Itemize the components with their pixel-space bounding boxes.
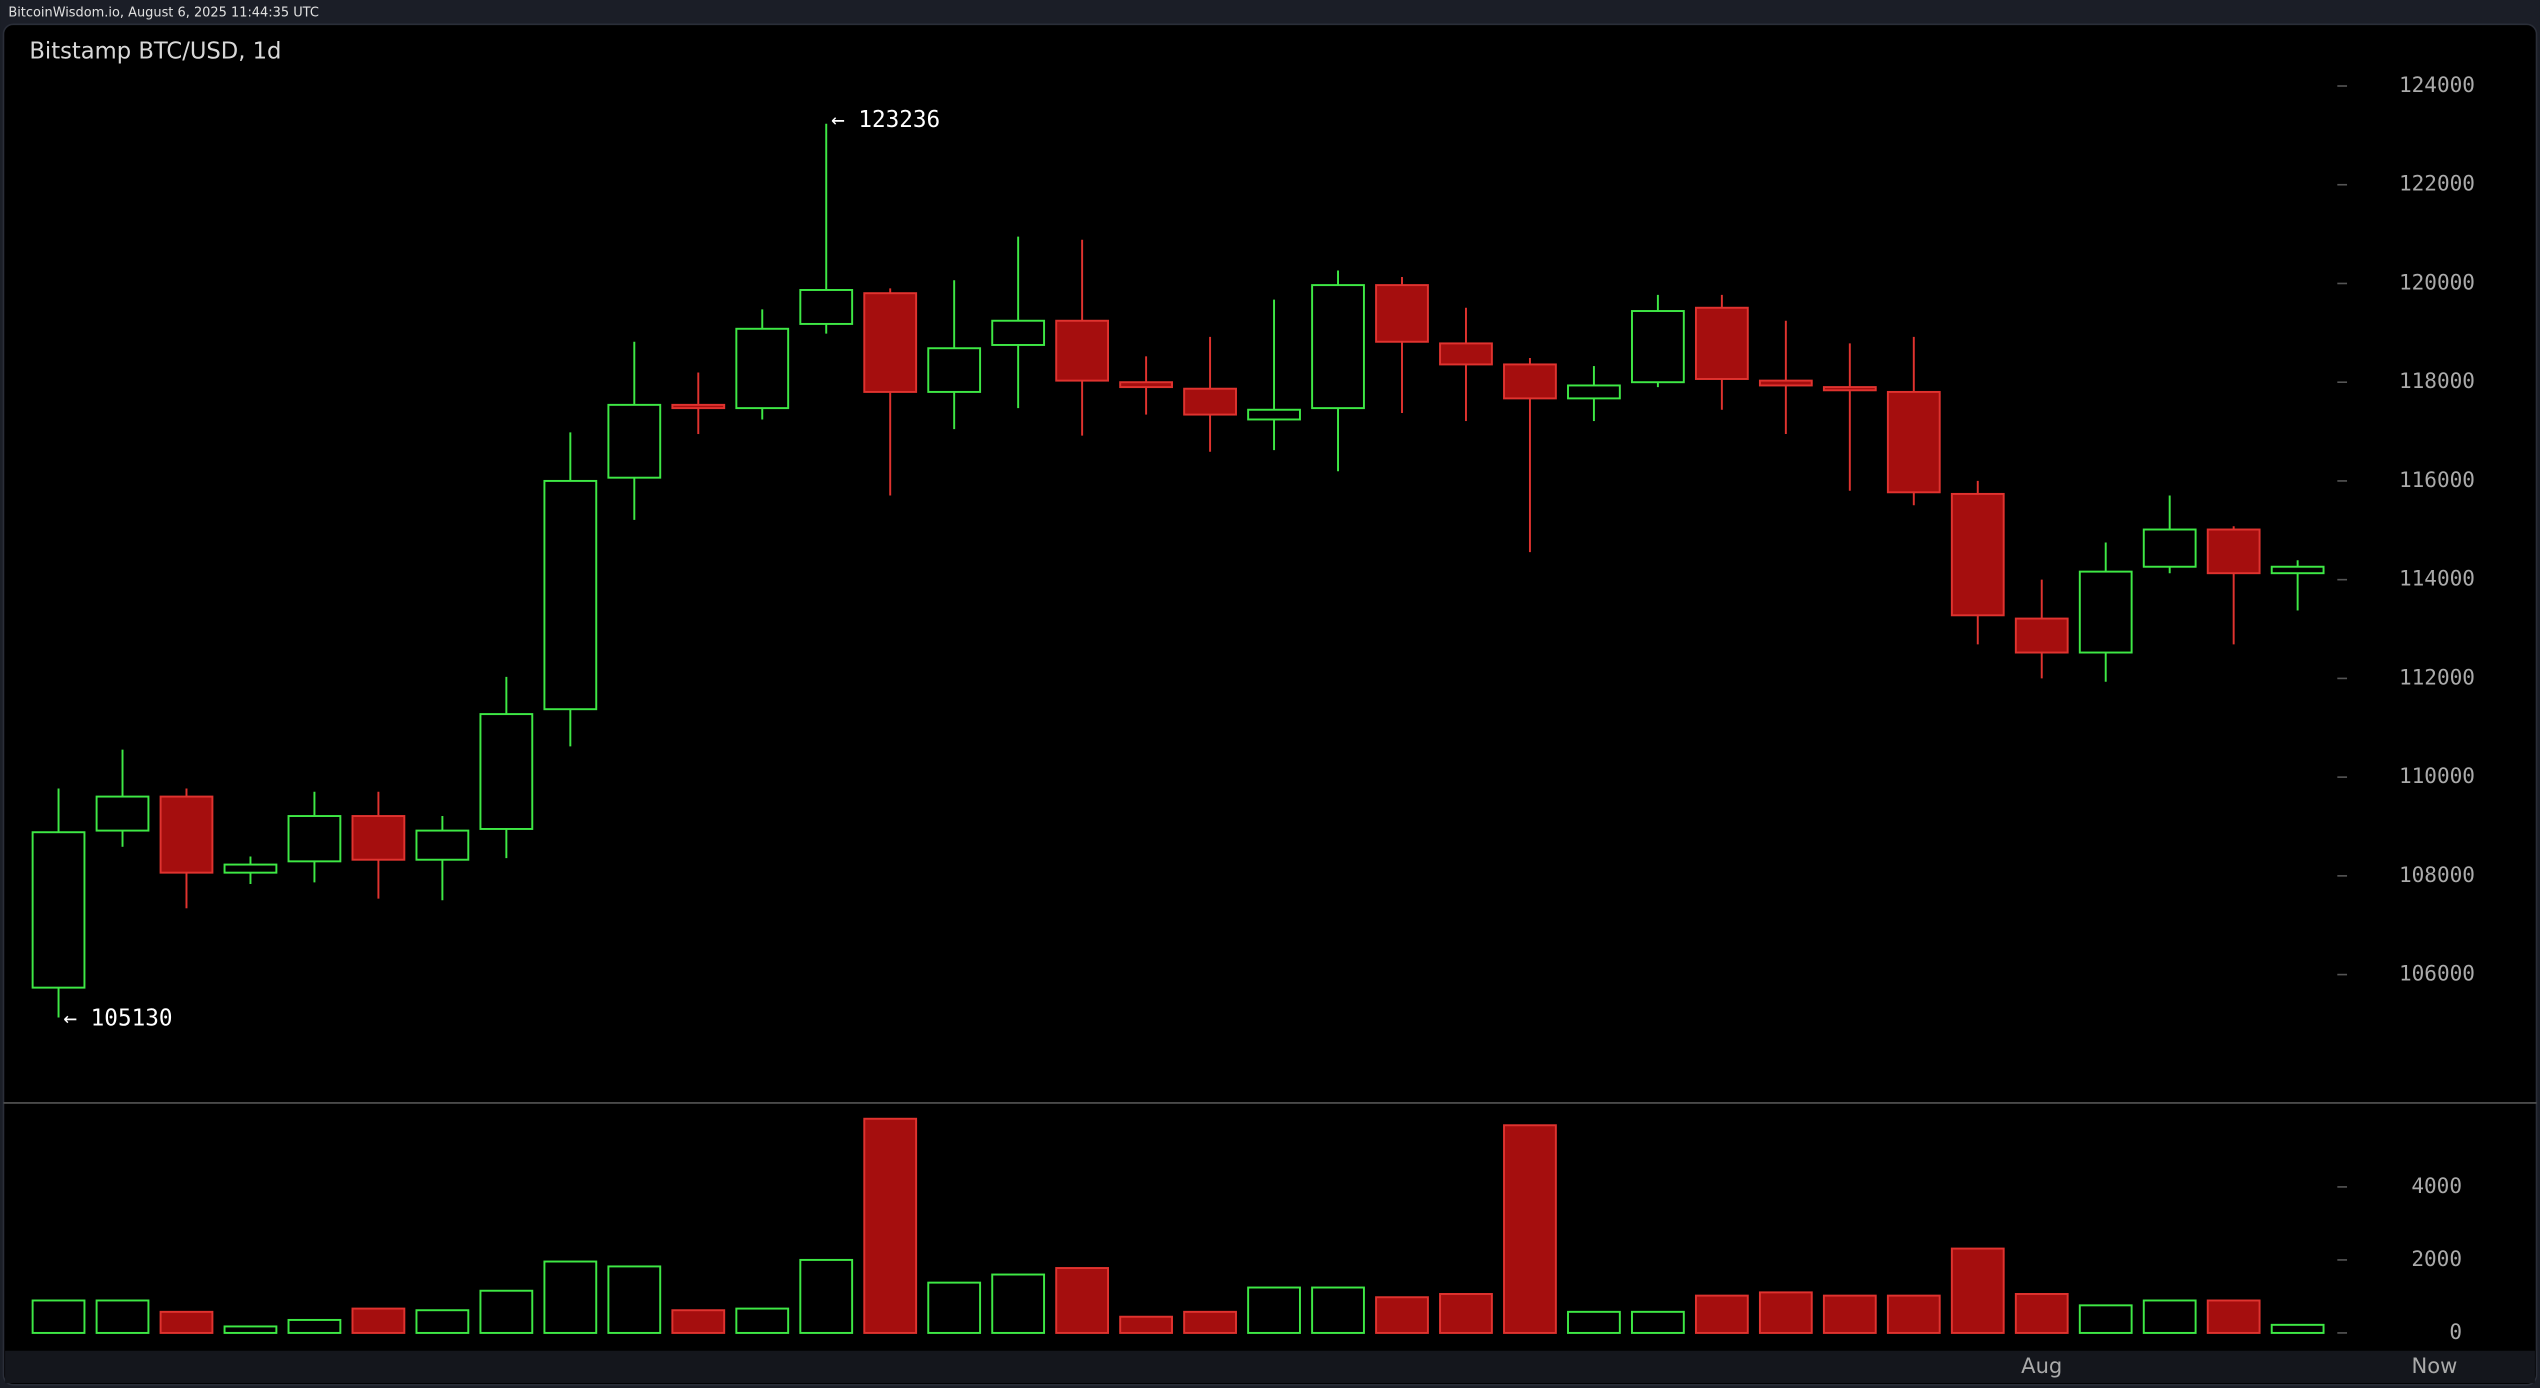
- volume-bar: [927, 1281, 982, 1334]
- y-tick-label: 120000: [2399, 269, 2475, 294]
- x-tick-label: Aug: [2021, 1353, 2062, 1378]
- volume-bar: [1631, 1310, 1685, 1334]
- candle-body: [1503, 363, 1557, 400]
- candle-body: [2142, 528, 2197, 568]
- volume-bar: [1567, 1310, 1621, 1334]
- candle-body: [799, 289, 854, 325]
- volume-bar: [543, 1260, 598, 1334]
- volume-tick-label: 0: [2449, 1319, 2462, 1344]
- volume-bar: [991, 1273, 1046, 1334]
- y-tick-label: 106000: [2399, 961, 2475, 986]
- y-tick-label: 118000: [2399, 368, 2475, 393]
- candle-body: [1886, 390, 1941, 494]
- y-tick-label: 114000: [2399, 566, 2475, 591]
- high-annotation: ← 123236: [831, 107, 940, 133]
- y-tick-label: 122000: [2399, 171, 2475, 196]
- candle-body: [1247, 408, 1301, 421]
- volume-bar: [479, 1289, 534, 1334]
- volume-bar: [1822, 1294, 1877, 1334]
- volume-bar: [2078, 1304, 2133, 1334]
- header: BitcoinWisdom.io, August 6, 2025 11:44:3…: [8, 5, 319, 20]
- candle-body: [1631, 310, 1685, 384]
- volume-bar: [1183, 1310, 1237, 1334]
- candle-body: [863, 292, 918, 393]
- y-tick-label: 108000: [2399, 862, 2475, 887]
- volume-bar: [2270, 1323, 2325, 1334]
- candle-body: [671, 403, 726, 410]
- candle-body: [607, 403, 662, 479]
- y-tick-label: 112000: [2399, 664, 2475, 689]
- candle-body: [415, 829, 470, 861]
- candle-body: [351, 815, 406, 861]
- candle-body: [1758, 379, 1813, 387]
- candle-body: [31, 831, 86, 989]
- volume-bar: [415, 1309, 470, 1334]
- candle-body: [287, 815, 342, 863]
- volume-bar: [607, 1265, 662, 1334]
- volume-bar: [2014, 1293, 2069, 1334]
- volume-bar: [1375, 1296, 1429, 1334]
- candle-body: [1439, 342, 1493, 366]
- chart-title: Bitstamp BTC/USD, 1d: [29, 38, 281, 64]
- volume-bar: [223, 1325, 278, 1334]
- volume-bar: [1119, 1315, 1173, 1334]
- volume-bar: [1503, 1124, 1557, 1334]
- candle-body: [1567, 384, 1621, 400]
- volume-bar: [1311, 1286, 1365, 1334]
- volume-bar: [1247, 1286, 1301, 1334]
- candle-body: [2270, 565, 2325, 575]
- candle-body: [1375, 284, 1429, 343]
- candle-body: [735, 327, 790, 410]
- volume-bar: [95, 1299, 150, 1334]
- y-tick-label: 116000: [2399, 467, 2475, 492]
- y-tick-label: 124000: [2399, 72, 2475, 97]
- candle-body: [1311, 284, 1365, 410]
- time-axis: [5, 1350, 2535, 1384]
- volume-bar: [671, 1309, 726, 1334]
- candle-body: [479, 713, 534, 830]
- candle-body: [2206, 528, 2261, 575]
- volume-bar: [159, 1310, 214, 1334]
- candle-body: [1694, 306, 1749, 380]
- candle-body: [1822, 386, 1877, 392]
- volume-bar: [31, 1299, 86, 1334]
- volume-tick-label: 2000: [2411, 1246, 2462, 1271]
- volume-tick-label: 4000: [2411, 1173, 2462, 1198]
- y-tick-label: 110000: [2399, 763, 2475, 788]
- candle-body: [543, 479, 598, 711]
- volume-bar: [1886, 1294, 1941, 1334]
- volume-bar: [1055, 1267, 1110, 1334]
- candle-body: [927, 347, 982, 393]
- candle-body: [2014, 617, 2069, 654]
- candle-body: [1950, 492, 2005, 617]
- volume-bar: [287, 1318, 342, 1334]
- volume-bar: [1694, 1294, 1749, 1334]
- volume-bar: [1950, 1247, 2005, 1334]
- candle-body: [1183, 387, 1237, 416]
- volume-bar: [863, 1117, 918, 1334]
- volume-bar: [2206, 1299, 2261, 1334]
- candle-body: [223, 863, 278, 874]
- volume-bar: [351, 1307, 406, 1334]
- volume-bar: [735, 1307, 790, 1334]
- candle-body: [1055, 319, 1110, 382]
- low-annotation: ← 105130: [63, 1006, 172, 1032]
- volume-bar: [799, 1258, 854, 1334]
- chart-panel: [2, 23, 2538, 1386]
- candle-body: [159, 795, 214, 874]
- now-label: Now: [2412, 1353, 2458, 1378]
- candle-body: [991, 319, 1046, 346]
- candle-body: [95, 795, 150, 832]
- candle-body: [1119, 381, 1173, 389]
- volume-bar: [2142, 1299, 2197, 1334]
- volume-bar: [1439, 1293, 1493, 1334]
- volume-bar: [1758, 1291, 1813, 1334]
- candle-body: [2078, 570, 2133, 654]
